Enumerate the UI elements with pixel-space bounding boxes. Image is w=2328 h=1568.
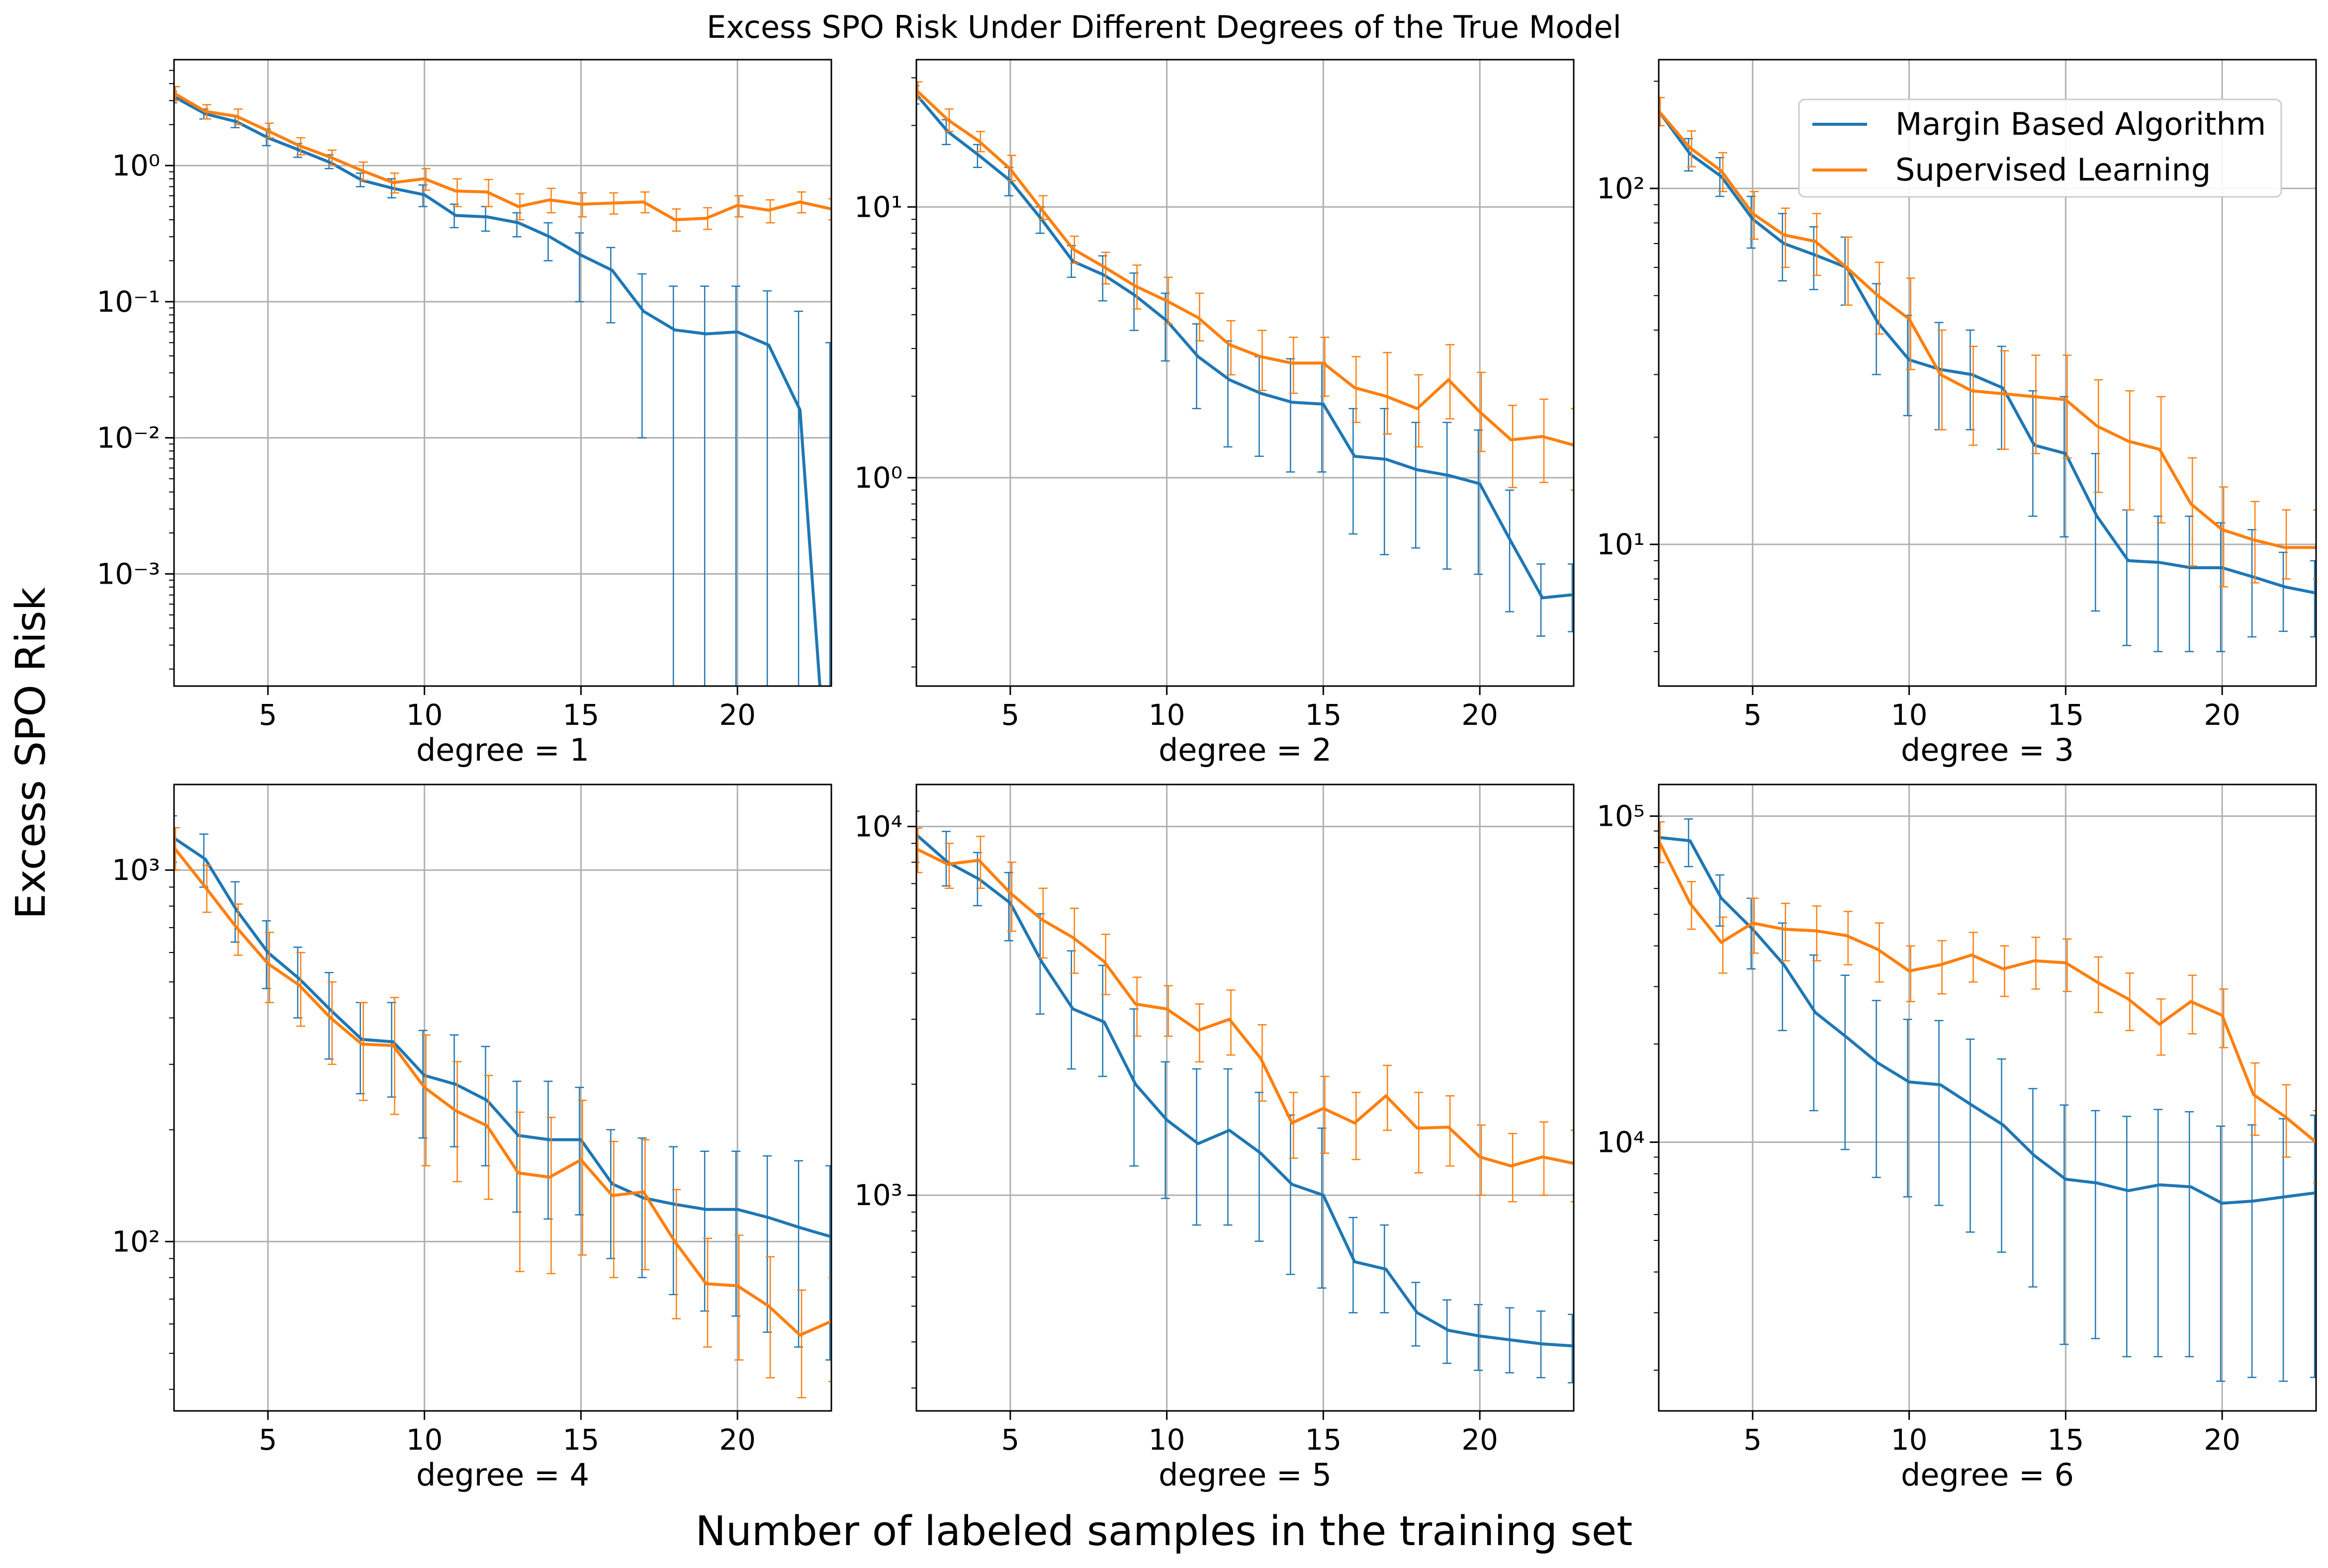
figure-ylabel: Excess SPO Risk bbox=[7, 587, 55, 919]
y-tick-label: 10⁰ bbox=[112, 149, 160, 182]
x-tick-label: 5 bbox=[1743, 698, 1762, 732]
series-supervised bbox=[916, 827, 1574, 1203]
axes-frame bbox=[173, 59, 832, 687]
series-line bbox=[1659, 110, 2316, 549]
x-tick-label: 5 bbox=[1001, 1423, 1019, 1457]
y-tick-label: 10⁵ bbox=[1597, 799, 1645, 833]
series-line bbox=[174, 95, 821, 686]
x-tick-label: 15 bbox=[1305, 698, 1342, 732]
x-tick-label: 20 bbox=[1461, 698, 1498, 732]
x-tick-label: 10 bbox=[1149, 1423, 1185, 1457]
legend-label: Supervised Learning bbox=[1895, 152, 2211, 188]
axes-frame bbox=[1658, 784, 2317, 1412]
series-margin bbox=[1659, 96, 2316, 652]
series-line bbox=[1659, 840, 2316, 1143]
x-tick-label: 15 bbox=[562, 698, 599, 732]
axes-frame bbox=[915, 59, 1575, 687]
y-tick-label: 10⁻¹ bbox=[96, 285, 160, 319]
plot-area bbox=[916, 81, 1574, 637]
panel-xlabel: degree = 3 bbox=[1901, 732, 2074, 768]
plot-area bbox=[174, 86, 831, 686]
axes-frame bbox=[173, 784, 832, 1412]
x-tick-label: 5 bbox=[1743, 1423, 1762, 1457]
series-supervised bbox=[174, 827, 831, 1398]
x-tick-label: 5 bbox=[1001, 698, 1019, 732]
x-tick-label: 10 bbox=[1149, 698, 1185, 732]
x-tick-label: 5 bbox=[259, 1423, 277, 1457]
x-tick-label: 10 bbox=[406, 1423, 443, 1457]
x-tick-label: 15 bbox=[562, 1423, 599, 1457]
series-line bbox=[174, 837, 831, 1238]
panel-xlabel: degree = 5 bbox=[1159, 1457, 1332, 1493]
series-line bbox=[174, 91, 831, 221]
series-margin bbox=[916, 85, 1574, 637]
x-tick-label: 20 bbox=[719, 1423, 756, 1457]
x-tick-label: 20 bbox=[2204, 1423, 2240, 1457]
x-tick-label: 15 bbox=[2047, 1423, 2084, 1457]
panel-5: 5 10 15 20 10⁴ 10³ degree = 5 bbox=[854, 784, 1575, 1493]
x-tick-label: 10 bbox=[1891, 698, 1928, 732]
y-tick-label: 10³ bbox=[854, 1178, 902, 1212]
y-tick-label: 10³ bbox=[112, 853, 160, 887]
series-line bbox=[1659, 110, 2316, 595]
panels: 5 10 15 20 10⁰ 10⁻¹ 10⁻² 10⁻³ degree = 1 5 10 15 20 1… bbox=[96, 59, 2317, 1493]
panel-xlabel: degree = 1 bbox=[416, 732, 589, 768]
series-supervised bbox=[1659, 96, 2316, 588]
axes-frame bbox=[915, 784, 1575, 1412]
series-supervised bbox=[1659, 821, 2316, 1184]
panel-2: 5 10 15 20 10¹ 10⁰ degree = 2 bbox=[854, 59, 1575, 768]
y-tick-label: 10² bbox=[112, 1224, 160, 1258]
y-tick-label: 10² bbox=[1597, 172, 1645, 205]
series-line bbox=[916, 847, 1574, 1168]
series-line bbox=[916, 89, 1574, 447]
legend-label: Margin Based Algorithm bbox=[1895, 106, 2266, 142]
plot-area bbox=[1659, 96, 2316, 652]
y-tick-label: 10⁰ bbox=[854, 461, 902, 495]
y-tick-label: 10⁴ bbox=[1597, 1126, 1645, 1159]
plot-area bbox=[174, 815, 831, 1398]
x-tick-label: 20 bbox=[719, 698, 756, 732]
panel-4: 5 10 15 20 10³ 10² degree = 4 bbox=[112, 784, 832, 1493]
x-tick-label: 5 bbox=[259, 698, 277, 732]
panel-xlabel: degree = 4 bbox=[416, 1457, 589, 1493]
legend-box bbox=[1798, 98, 2282, 198]
figure-xlabel: Number of labeled samples in the trainin… bbox=[696, 1508, 1633, 1555]
plot-area bbox=[916, 810, 1574, 1384]
series-margin bbox=[174, 90, 831, 686]
series-supervised bbox=[174, 86, 831, 232]
series-margin bbox=[916, 810, 1574, 1384]
y-tick-label: 10⁻³ bbox=[96, 557, 160, 591]
panel-6: 5 10 15 20 10⁵ 10⁴ degree = 6 bbox=[1597, 784, 2317, 1493]
axes-frame bbox=[1658, 59, 2317, 687]
y-tick-label: 10¹ bbox=[1597, 527, 1645, 561]
panel-xlabel: degree = 2 bbox=[1159, 732, 1332, 768]
panel-1: 5 10 15 20 10⁰ 10⁻¹ 10⁻² 10⁻³ degree = 1 bbox=[96, 59, 832, 768]
y-tick-label: 10⁻² bbox=[96, 421, 160, 455]
series-line bbox=[1659, 836, 2316, 1205]
series-line bbox=[916, 833, 1574, 1348]
series-line bbox=[174, 846, 831, 1337]
plot-area bbox=[1659, 815, 2316, 1382]
y-tick-label: 10¹ bbox=[854, 190, 902, 224]
series-supervised bbox=[916, 81, 1574, 491]
x-tick-label: 15 bbox=[1305, 1423, 1342, 1457]
y-tick-label: 10⁴ bbox=[854, 810, 902, 844]
panel-xlabel: degree = 6 bbox=[1901, 1457, 2074, 1493]
x-tick-label: 10 bbox=[1891, 1423, 1928, 1457]
legend: Margin Based Algorithm Supervised Learnin… bbox=[1798, 98, 2282, 198]
x-tick-label: 10 bbox=[406, 698, 443, 732]
x-tick-label: 20 bbox=[1461, 1423, 1498, 1457]
panel-3: 5 10 15 20 10² 10¹ degree = 3 Margin Based Algo… bbox=[1597, 59, 2317, 768]
x-tick-label: 15 bbox=[2047, 698, 2084, 732]
x-tick-label: 20 bbox=[2204, 698, 2240, 732]
figure-title: Excess SPO Risk Under Different Degrees … bbox=[707, 9, 1621, 45]
series-line bbox=[916, 93, 1574, 600]
